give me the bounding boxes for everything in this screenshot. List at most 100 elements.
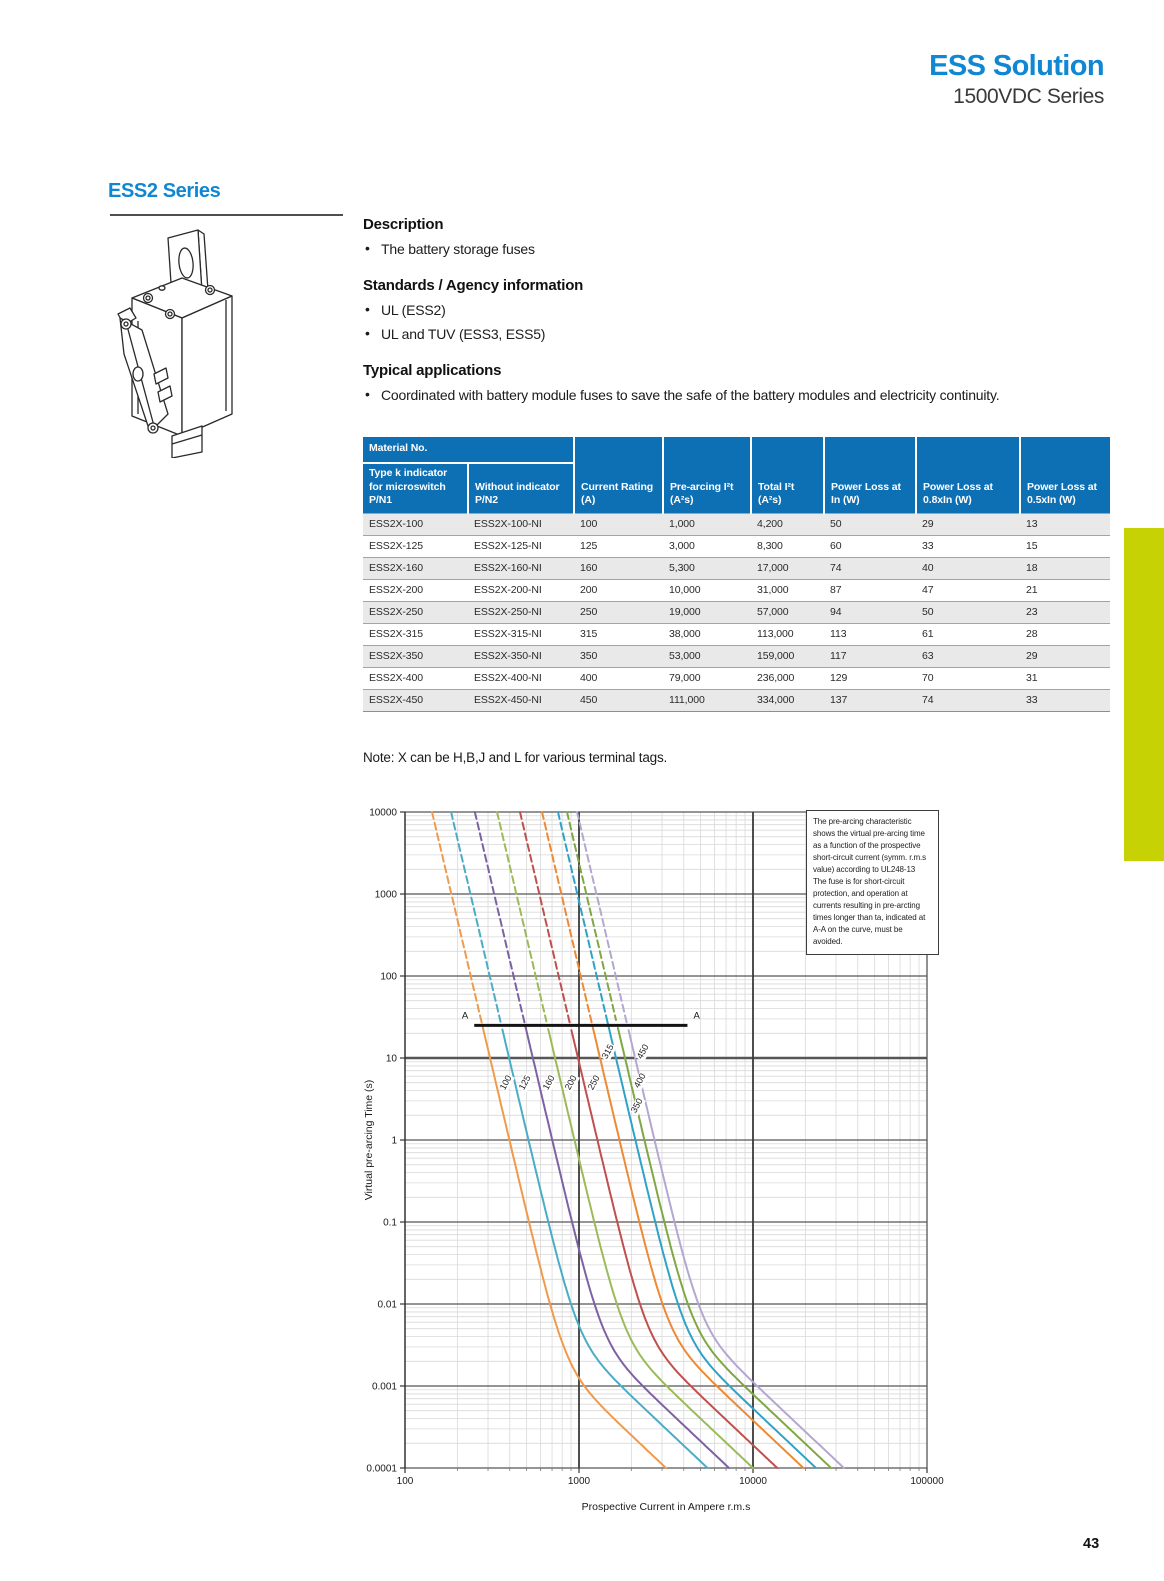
column-header: Type k indicator for microswitch P/N1 (363, 463, 469, 514)
bullet-icon: • (365, 325, 370, 341)
standards-list: • UL (ESS2) • UL and TUV (ESS3, ESS5) (363, 301, 1111, 342)
table-cell: 47 (916, 578, 1021, 602)
fuse-curve-250 (570, 1029, 779, 1469)
table-cell: 50 (916, 600, 1021, 624)
spec-table: Material No. Current Rating (A) Pre-arci… (363, 437, 1111, 712)
table-cell: ESS2X-450 (363, 688, 468, 712)
fuse-curve-125 (501, 1028, 709, 1469)
fuse-curve-160 (524, 1026, 730, 1469)
section-title: ESS2 Series (108, 180, 221, 202)
y-tick-label: 0.01 (378, 1300, 398, 1311)
standards-heading: Standards / Agency information (363, 277, 584, 294)
table-cell: ESS2X-250-NI (468, 600, 575, 624)
table-cell: 350 (574, 644, 664, 668)
table-cell: 160 (574, 556, 664, 580)
chart-y-axis-title: Virtual pre-arcing Time (s) (363, 1080, 375, 1201)
table-cell: 57,000 (751, 600, 825, 624)
column-header: Without indicator P/N2 (468, 463, 576, 514)
fuse-curve-450-prearc-dashed (576, 811, 628, 1024)
chart-x-axis-title: Prospective Current in Ampere r.m.s (582, 1501, 751, 1513)
y-tick-label: 0.0001 (366, 1464, 397, 1475)
table-cell: 28 (1020, 622, 1111, 646)
accent-bar (1124, 528, 1164, 861)
table-cell: 38,000 (663, 622, 752, 646)
table-row: ESS2X-450 ESS2X-450-NI 450 111,000 334,000 13… (363, 688, 1111, 712)
annotation-text: The fuse is for short-circuit protection… (813, 877, 926, 946)
table-cell: 31,000 (751, 578, 825, 602)
column-header-material: Material No. (363, 437, 576, 464)
list-item: • UL (ESS2) (365, 301, 446, 318)
table-cell: ESS2X-400 (363, 666, 468, 690)
table-cell: 23 (1020, 600, 1111, 624)
series-subtitle: 1500VDC Series (953, 85, 1104, 108)
fuse-curve-100-prearc-dashed (431, 811, 484, 1026)
table-row: ESS2X-200 ESS2X-200-NI 200 10,000 31,000 87 47… (363, 578, 1111, 602)
table-cell: 125 (574, 534, 664, 558)
fuse-curve-200 (547, 1028, 754, 1469)
table-cell: 334,000 (751, 688, 825, 712)
table-cell: 29 (1020, 644, 1111, 668)
table-cell: 13 (1020, 512, 1111, 536)
table-cell: ESS2X-200 (363, 578, 468, 602)
table-note: Note: X can be H,B,J and L for various t… (363, 750, 668, 765)
description-heading: Description (363, 216, 444, 233)
table-cell: 10,000 (663, 578, 752, 602)
table-cell: 70 (916, 666, 1021, 690)
table-cell: 129 (824, 666, 917, 690)
table-cell: ESS2X-160 (363, 556, 468, 580)
x-tick-label: 100 (397, 1476, 414, 1487)
table-row: ESS2X-400 ESS2X-400-NI 400 79,000 236,000 129… (363, 666, 1111, 690)
list-item: • Coordinated with battery module fuses t… (365, 386, 1000, 403)
fuse-curve-450 (627, 1029, 845, 1469)
table-cell: 250 (574, 600, 664, 624)
column-header: Current Rating (A) (574, 437, 665, 514)
aa-label-left: A (462, 1010, 469, 1021)
fuse-curve-350 (606, 1022, 817, 1469)
table-cell: ESS2X-125 (363, 534, 468, 558)
fuse-product-image (117, 229, 233, 458)
brand-title: ESS Solution (929, 50, 1104, 82)
y-tick-label: 1 (391, 1136, 397, 1147)
table-cell: 236,000 (751, 666, 825, 690)
fuse-curve-400-prearc-dashed (566, 811, 617, 1021)
y-tick-label: 100 (380, 972, 397, 983)
list-item: • UL and TUV (ESS3, ESS5) (365, 325, 546, 342)
table-cell: 100 (574, 512, 664, 536)
description-section: Description • The battery storage fuses S… (363, 216, 1111, 423)
aa-label-right: A (693, 1010, 700, 1021)
fuse-curve-400 (616, 1027, 833, 1469)
fuse-curve-315-prearc-dashed (541, 811, 594, 1027)
fuse-curve-315 (591, 1024, 805, 1469)
fuse-curve-125-prearc-dashed (450, 811, 502, 1023)
table-cell: 79,000 (663, 666, 752, 690)
table-cell: 21 (1020, 578, 1111, 602)
table-cell: 87 (824, 578, 917, 602)
table-cell: 74 (824, 556, 917, 580)
table-cell: 400 (574, 666, 664, 690)
annotation-text: The pre-arcing characteristic shows the … (813, 817, 927, 874)
table-row: ESS2X-250 ESS2X-250-NI 250 19,000 57,000 94 50… (363, 600, 1111, 624)
table-cell: ESS2X-125-NI (468, 534, 575, 558)
table-cell: ESS2X-100 (363, 512, 468, 536)
list-item: • The battery storage fuses (365, 240, 535, 257)
table-cell: 113,000 (751, 622, 825, 646)
description-list: • The battery storage fuses (363, 240, 1111, 257)
table-cell: ESS2X-200-NI (468, 578, 575, 602)
fuse-curve-160-prearc-dashed (473, 811, 527, 1029)
table-cell: 15 (1020, 534, 1111, 558)
table-row: ESS2X-100 ESS2X-100-NI 100 1,000 4,200 50 29 13 (363, 512, 1111, 536)
table-cell: 29 (916, 512, 1021, 536)
table-cell: 113 (824, 622, 917, 646)
fuse-curve-100 (481, 1023, 667, 1469)
table-cell: ESS2X-350 (363, 644, 468, 668)
table-cell: 94 (824, 600, 917, 624)
table-row: ESS2X-350 ESS2X-350-NI 350 53,000 159,000 117… (363, 644, 1111, 668)
table-cell: 63 (916, 644, 1021, 668)
chart-annotation-box: The pre-arcing characteristic shows the … (806, 810, 939, 955)
table-cell: ESS2X-350-NI (468, 644, 575, 668)
applications-heading: Typical applications (363, 362, 502, 379)
table-cell: 117 (824, 644, 917, 668)
fuse-curve-250-prearc-dashed (519, 811, 571, 1024)
